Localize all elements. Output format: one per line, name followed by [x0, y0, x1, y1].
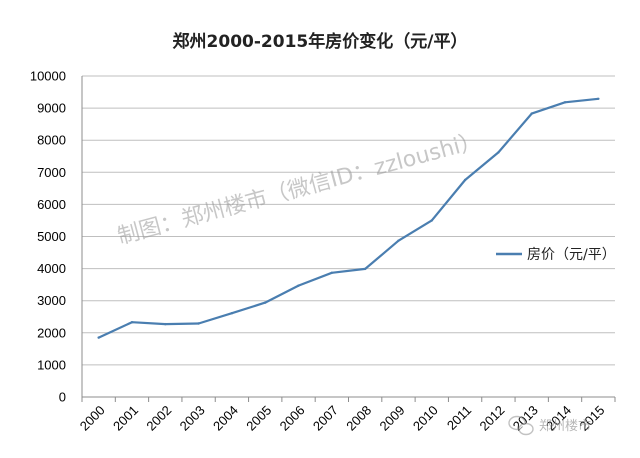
y-tick-label: 5000: [37, 229, 66, 244]
wechat-icon: [508, 415, 534, 436]
y-tick-label: 3000: [37, 293, 66, 308]
data-point: [363, 267, 367, 271]
watermark: 制图：郑州楼市（微信ID：zzloushi）: [115, 128, 484, 249]
series-group: [97, 97, 600, 339]
chart-title: 郑州2000-2015年房价变化（元/平）: [173, 31, 468, 52]
x-tick-label: 2010: [410, 403, 441, 434]
y-tick-label: 10000: [30, 69, 66, 84]
y-tick-label: 0: [59, 390, 66, 405]
x-tick-label: 2004: [210, 403, 241, 434]
corner-watermark: 郑州楼市: [508, 415, 591, 436]
x-tick-label: 2005: [243, 403, 274, 434]
watermark-text: 制图：郑州楼市（微信ID：zzloushi）: [115, 128, 484, 249]
data-point: [563, 101, 567, 104]
data-point: [297, 284, 300, 287]
data-point: [530, 112, 533, 115]
data-point: [330, 271, 334, 274]
x-tick-label: 2001: [110, 403, 141, 434]
data-point: [597, 97, 600, 100]
x-tick-label: 2009: [377, 403, 408, 434]
y-tick-label: 6000: [37, 197, 66, 212]
data-point: [164, 322, 167, 326]
y-tick-labels: 0 1000 2000 3000 4000 5000 6000 7000 8000 9000 100…: [30, 69, 66, 405]
x-tick-label: 2012: [476, 403, 507, 434]
legend-label: 房价（元/平）: [527, 247, 616, 263]
series-line: [98, 97, 599, 339]
y-tick-label: 8000: [37, 133, 66, 148]
y-tick-label: 2000: [37, 325, 66, 340]
y-tick-label: 9000: [37, 101, 66, 116]
legend: 房价（元/平）: [496, 247, 616, 263]
data-point: [430, 219, 433, 222]
gridlines: [82, 75, 615, 366]
data-point: [97, 336, 100, 339]
data-point: [197, 322, 200, 325]
y-tick-label: 1000: [37, 357, 66, 372]
corner-watermark-text: 郑州楼市: [539, 418, 591, 434]
y-tick-label: 4000: [37, 261, 66, 276]
x-tick-label: 2007: [310, 403, 341, 434]
x-tick-label: 2002: [143, 403, 174, 434]
x-tick-label: 2006: [277, 403, 308, 434]
data-point: [130, 321, 134, 324]
y-tick-label: 7000: [37, 165, 66, 180]
data-point: [397, 239, 400, 242]
x-tick-label: 2011: [444, 403, 474, 433]
data-point: [230, 312, 234, 315]
x-tick-label: 2008: [343, 403, 374, 434]
data-point: [264, 301, 267, 304]
data-point: [497, 151, 500, 154]
data-point: [463, 178, 467, 182]
axes: [81, 76, 616, 402]
x-tick-label: 2003: [177, 403, 208, 434]
x-tick-label: 2000: [77, 403, 108, 434]
